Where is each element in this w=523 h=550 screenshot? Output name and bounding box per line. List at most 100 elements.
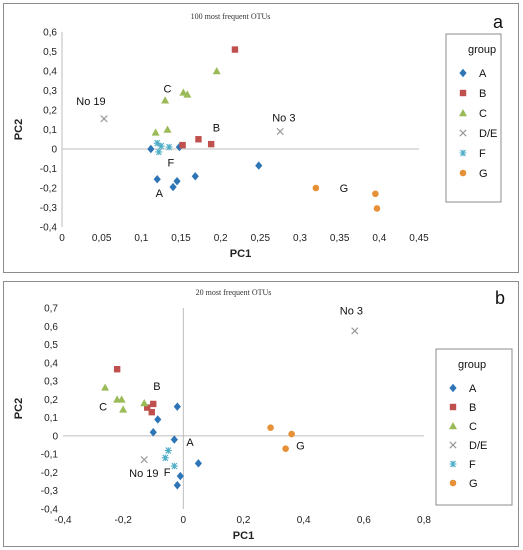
data-point xyxy=(113,366,121,373)
y-tick-label: -0,4 xyxy=(40,223,58,234)
y-tick-label: 0,1 xyxy=(44,413,58,424)
data-point xyxy=(282,445,289,452)
panel-letter: a xyxy=(493,12,504,32)
data-point xyxy=(169,182,177,192)
data-point xyxy=(373,205,381,212)
x-tick-label: 0,35 xyxy=(330,233,350,244)
data-point xyxy=(163,125,172,133)
point-annotation: A xyxy=(186,437,194,449)
data-point xyxy=(183,90,192,98)
chart-svg-a: 100 most frequent OTUs a 0 0,05 0,1 0,15 0,2 0,… xyxy=(13,12,504,260)
legend-label: C xyxy=(479,108,487,120)
data-point xyxy=(100,115,108,123)
x-tick-label: 0,8 xyxy=(417,515,431,526)
chart-title: 100 most frequent OTUs xyxy=(191,12,271,21)
data-point xyxy=(351,327,359,335)
y-tick-label: 0,1 xyxy=(43,125,57,136)
legend-label: G xyxy=(469,478,478,490)
legend-marker xyxy=(449,441,457,449)
data-point xyxy=(179,141,186,149)
panel-letter: b xyxy=(495,288,505,308)
point-annotation: G xyxy=(340,183,349,195)
data-point xyxy=(231,46,239,53)
series-f xyxy=(161,447,178,470)
data-point xyxy=(153,139,161,147)
y-tick-label: 0 xyxy=(52,431,58,442)
point-annotation: F xyxy=(168,158,175,170)
x-tick-label: 0,4 xyxy=(372,233,386,244)
legend-label: F xyxy=(479,148,486,160)
chart-svg-b: 20 most frequent OTUs b -0,4 -0,2 0 0,2 0,4 0,6… xyxy=(13,288,513,542)
legend-label: B xyxy=(479,88,486,100)
series-c xyxy=(101,383,149,413)
y-tick-label: 0,4 xyxy=(43,67,57,78)
data-point xyxy=(255,161,263,170)
data-point xyxy=(148,408,155,416)
y-tick-label: 0,6 xyxy=(43,28,57,39)
y-tick-label: -0,1 xyxy=(40,164,58,175)
data-point xyxy=(157,142,165,150)
data-point xyxy=(119,405,128,413)
data-point xyxy=(154,415,162,424)
point-annotation: A xyxy=(156,188,164,200)
point-annotation: G xyxy=(296,441,305,453)
y-tick-label: -0,4 xyxy=(41,505,59,516)
series-g xyxy=(267,424,295,452)
legend-marker xyxy=(449,383,457,393)
data-point xyxy=(144,404,151,411)
legend-title: group xyxy=(468,44,496,56)
x-tick-label: 0 xyxy=(59,233,65,244)
y-tick-label: -0,2 xyxy=(41,468,59,479)
data-point xyxy=(149,428,157,437)
x-tick-label: 0,6 xyxy=(357,515,371,526)
data-point xyxy=(288,430,295,438)
data-point xyxy=(161,454,169,462)
legend-label: C xyxy=(469,421,477,433)
data-point xyxy=(212,67,221,75)
y-tick-label: 0,3 xyxy=(44,377,58,388)
data-point xyxy=(194,459,202,468)
legend-label: F xyxy=(469,459,476,471)
y-tick-label: -0,1 xyxy=(41,450,59,461)
data-point xyxy=(140,399,149,407)
data-point xyxy=(276,127,284,136)
legend-marker xyxy=(459,129,467,137)
data-point xyxy=(117,395,126,403)
legend-marker xyxy=(459,89,467,97)
x-tick-label: 0,2 xyxy=(214,233,228,244)
point-annotation: No 19 xyxy=(76,96,105,108)
y-tick-label: -0,3 xyxy=(41,486,59,497)
series-c xyxy=(151,67,221,136)
data-point xyxy=(155,148,163,156)
point-annotation: B xyxy=(153,381,160,393)
y-axis-title: PC2 xyxy=(13,398,25,419)
data-point xyxy=(173,402,181,411)
x-tick-label: 0,1 xyxy=(134,233,148,244)
legend-label: G xyxy=(479,168,488,180)
data-point xyxy=(140,456,148,464)
x-tick-label: 0,25 xyxy=(251,233,271,244)
data-point xyxy=(267,424,274,431)
data-point xyxy=(312,184,320,192)
legend-box xyxy=(445,33,502,203)
y-tick-label: -0,3 xyxy=(40,203,58,214)
x-tick-label: 0,4 xyxy=(297,515,311,526)
legend-label: A xyxy=(469,383,477,395)
data-point xyxy=(179,88,188,96)
point-annotation: No 3 xyxy=(272,113,295,125)
data-point xyxy=(153,175,161,184)
x-tick-label: -0,2 xyxy=(115,515,133,526)
legend-marker xyxy=(449,460,457,468)
data-point xyxy=(164,447,172,454)
data-point xyxy=(151,128,160,136)
data-point xyxy=(173,481,181,490)
point-annotation: B xyxy=(213,122,220,134)
data-point xyxy=(147,144,155,154)
legend-label: D/E xyxy=(479,128,497,140)
x-tick-label: 0,3 xyxy=(293,233,307,244)
legend-label: B xyxy=(469,402,476,414)
data-point xyxy=(150,400,157,408)
series-f xyxy=(153,139,173,156)
series-a xyxy=(147,142,263,192)
data-point xyxy=(207,140,215,148)
